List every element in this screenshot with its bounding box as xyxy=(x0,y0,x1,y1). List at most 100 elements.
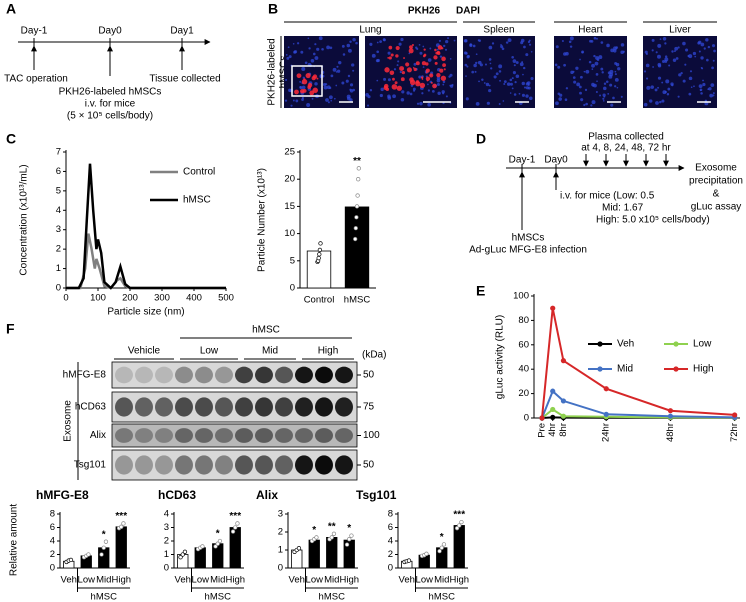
nucleus xyxy=(345,79,349,83)
data-point xyxy=(233,525,238,530)
nucleus xyxy=(599,94,602,97)
blot-band xyxy=(275,428,293,443)
nucleus xyxy=(529,96,533,101)
note: gLuc assay xyxy=(691,202,742,213)
nucleus xyxy=(295,99,299,103)
pkh26-signal xyxy=(436,51,441,55)
note: Ad-gLuc MFG-E8 infection xyxy=(469,245,587,256)
nucleus xyxy=(400,98,405,102)
y-tick-label: 15 xyxy=(284,201,295,212)
nucleus xyxy=(382,38,386,42)
nucleus xyxy=(657,86,660,89)
nucleus xyxy=(318,36,323,41)
nucleus xyxy=(505,41,509,44)
nucleus xyxy=(507,38,512,43)
nucleus xyxy=(579,75,583,79)
y-tick-label: 6 xyxy=(56,166,61,177)
nucleus xyxy=(346,94,351,99)
nucleus xyxy=(600,41,604,44)
nucleus xyxy=(327,101,330,104)
zoom-box xyxy=(291,65,323,97)
point xyxy=(550,305,556,311)
nucleus xyxy=(657,54,661,59)
data-point xyxy=(316,255,321,261)
nucleus xyxy=(690,86,693,89)
nucleus xyxy=(564,98,568,101)
nucleus xyxy=(616,86,619,89)
blot-band xyxy=(275,397,293,417)
nucleus xyxy=(387,78,391,82)
x-tick-label: 300 xyxy=(154,293,170,304)
data-point xyxy=(235,521,240,526)
nucleus xyxy=(475,61,478,65)
pkh26-signal xyxy=(439,68,444,73)
nucleus xyxy=(526,81,531,85)
nucleus xyxy=(528,43,532,46)
nucleus xyxy=(620,50,624,55)
blot-band xyxy=(295,397,313,417)
nucleus xyxy=(515,61,519,64)
blot-band xyxy=(315,366,333,384)
x-tick-label: 500 xyxy=(218,293,234,304)
pkh26-signal xyxy=(437,45,443,50)
nucleus xyxy=(285,78,288,82)
nucleus xyxy=(585,102,588,106)
side-label: Exosome xyxy=(63,400,74,442)
day-label: Day-1 xyxy=(21,26,48,37)
data-point xyxy=(406,558,412,563)
blot-band xyxy=(155,366,173,384)
blot-band xyxy=(195,366,213,384)
significance: * xyxy=(216,529,220,540)
data-point xyxy=(119,524,124,529)
nucleus xyxy=(713,49,716,53)
bar xyxy=(98,547,110,569)
nucleus xyxy=(645,52,648,56)
blot-band xyxy=(195,397,213,417)
chart-title: hMFG-E8 xyxy=(36,488,89,502)
pkh26-signal xyxy=(411,44,414,47)
nucleus xyxy=(427,83,429,86)
series-line xyxy=(541,308,735,419)
nucleus xyxy=(342,53,346,56)
data-point xyxy=(317,252,322,257)
nucleus xyxy=(569,36,574,41)
nucleus xyxy=(506,82,511,86)
tissue-label: Lung xyxy=(359,25,381,36)
nucleus xyxy=(689,70,693,73)
nucleus xyxy=(698,40,702,44)
nucleus xyxy=(488,89,492,93)
legend-label: hMSC xyxy=(183,195,211,206)
nucleus xyxy=(651,49,654,52)
blot-band xyxy=(215,455,233,475)
data-point xyxy=(314,535,319,540)
nucleus xyxy=(662,60,665,63)
nucleus xyxy=(438,39,442,42)
nucleus xyxy=(614,77,619,82)
nucleus xyxy=(465,52,468,55)
blot-band xyxy=(155,397,173,417)
marker-label: 50 xyxy=(363,370,375,381)
data-point xyxy=(331,531,337,536)
nucleus xyxy=(288,55,292,59)
row-label: hCD63 xyxy=(75,402,107,413)
nucleus xyxy=(352,69,355,72)
nucleus xyxy=(366,104,370,107)
blot-band xyxy=(195,455,213,475)
x-tick-label: Mid xyxy=(96,575,111,586)
nucleus xyxy=(329,46,333,50)
blot-band xyxy=(115,366,133,384)
nucleus xyxy=(705,38,709,42)
nucleus xyxy=(513,64,516,67)
x-tick-label: Low xyxy=(416,575,434,586)
note: Mid: 1.67 xyxy=(602,203,644,214)
lane-label: High xyxy=(318,346,339,357)
nucleus xyxy=(413,62,417,66)
nucleus xyxy=(369,42,373,46)
y-tick-label: 0 xyxy=(388,563,393,574)
nucleus xyxy=(563,52,567,56)
significance: ** xyxy=(328,521,336,532)
data-point xyxy=(424,551,429,556)
x-tick-label: hMSC xyxy=(344,295,371,306)
nucleus xyxy=(325,98,329,102)
nucleus xyxy=(502,100,505,102)
